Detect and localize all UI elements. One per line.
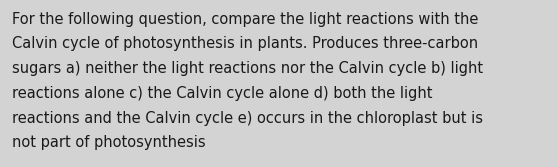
Text: For the following question, compare the light reactions with the: For the following question, compare the … <box>12 12 479 27</box>
Text: not part of photosynthesis: not part of photosynthesis <box>12 135 206 150</box>
Text: Calvin cycle of photosynthesis in plants. Produces three-carbon: Calvin cycle of photosynthesis in plants… <box>12 36 478 51</box>
Text: reactions alone c) the Calvin cycle alone d) both the light: reactions alone c) the Calvin cycle alon… <box>12 86 433 101</box>
Text: sugars a) neither the light reactions nor the Calvin cycle b) light: sugars a) neither the light reactions no… <box>12 61 483 76</box>
Text: reactions and the Calvin cycle e) occurs in the chloroplast but is: reactions and the Calvin cycle e) occurs… <box>12 111 483 126</box>
